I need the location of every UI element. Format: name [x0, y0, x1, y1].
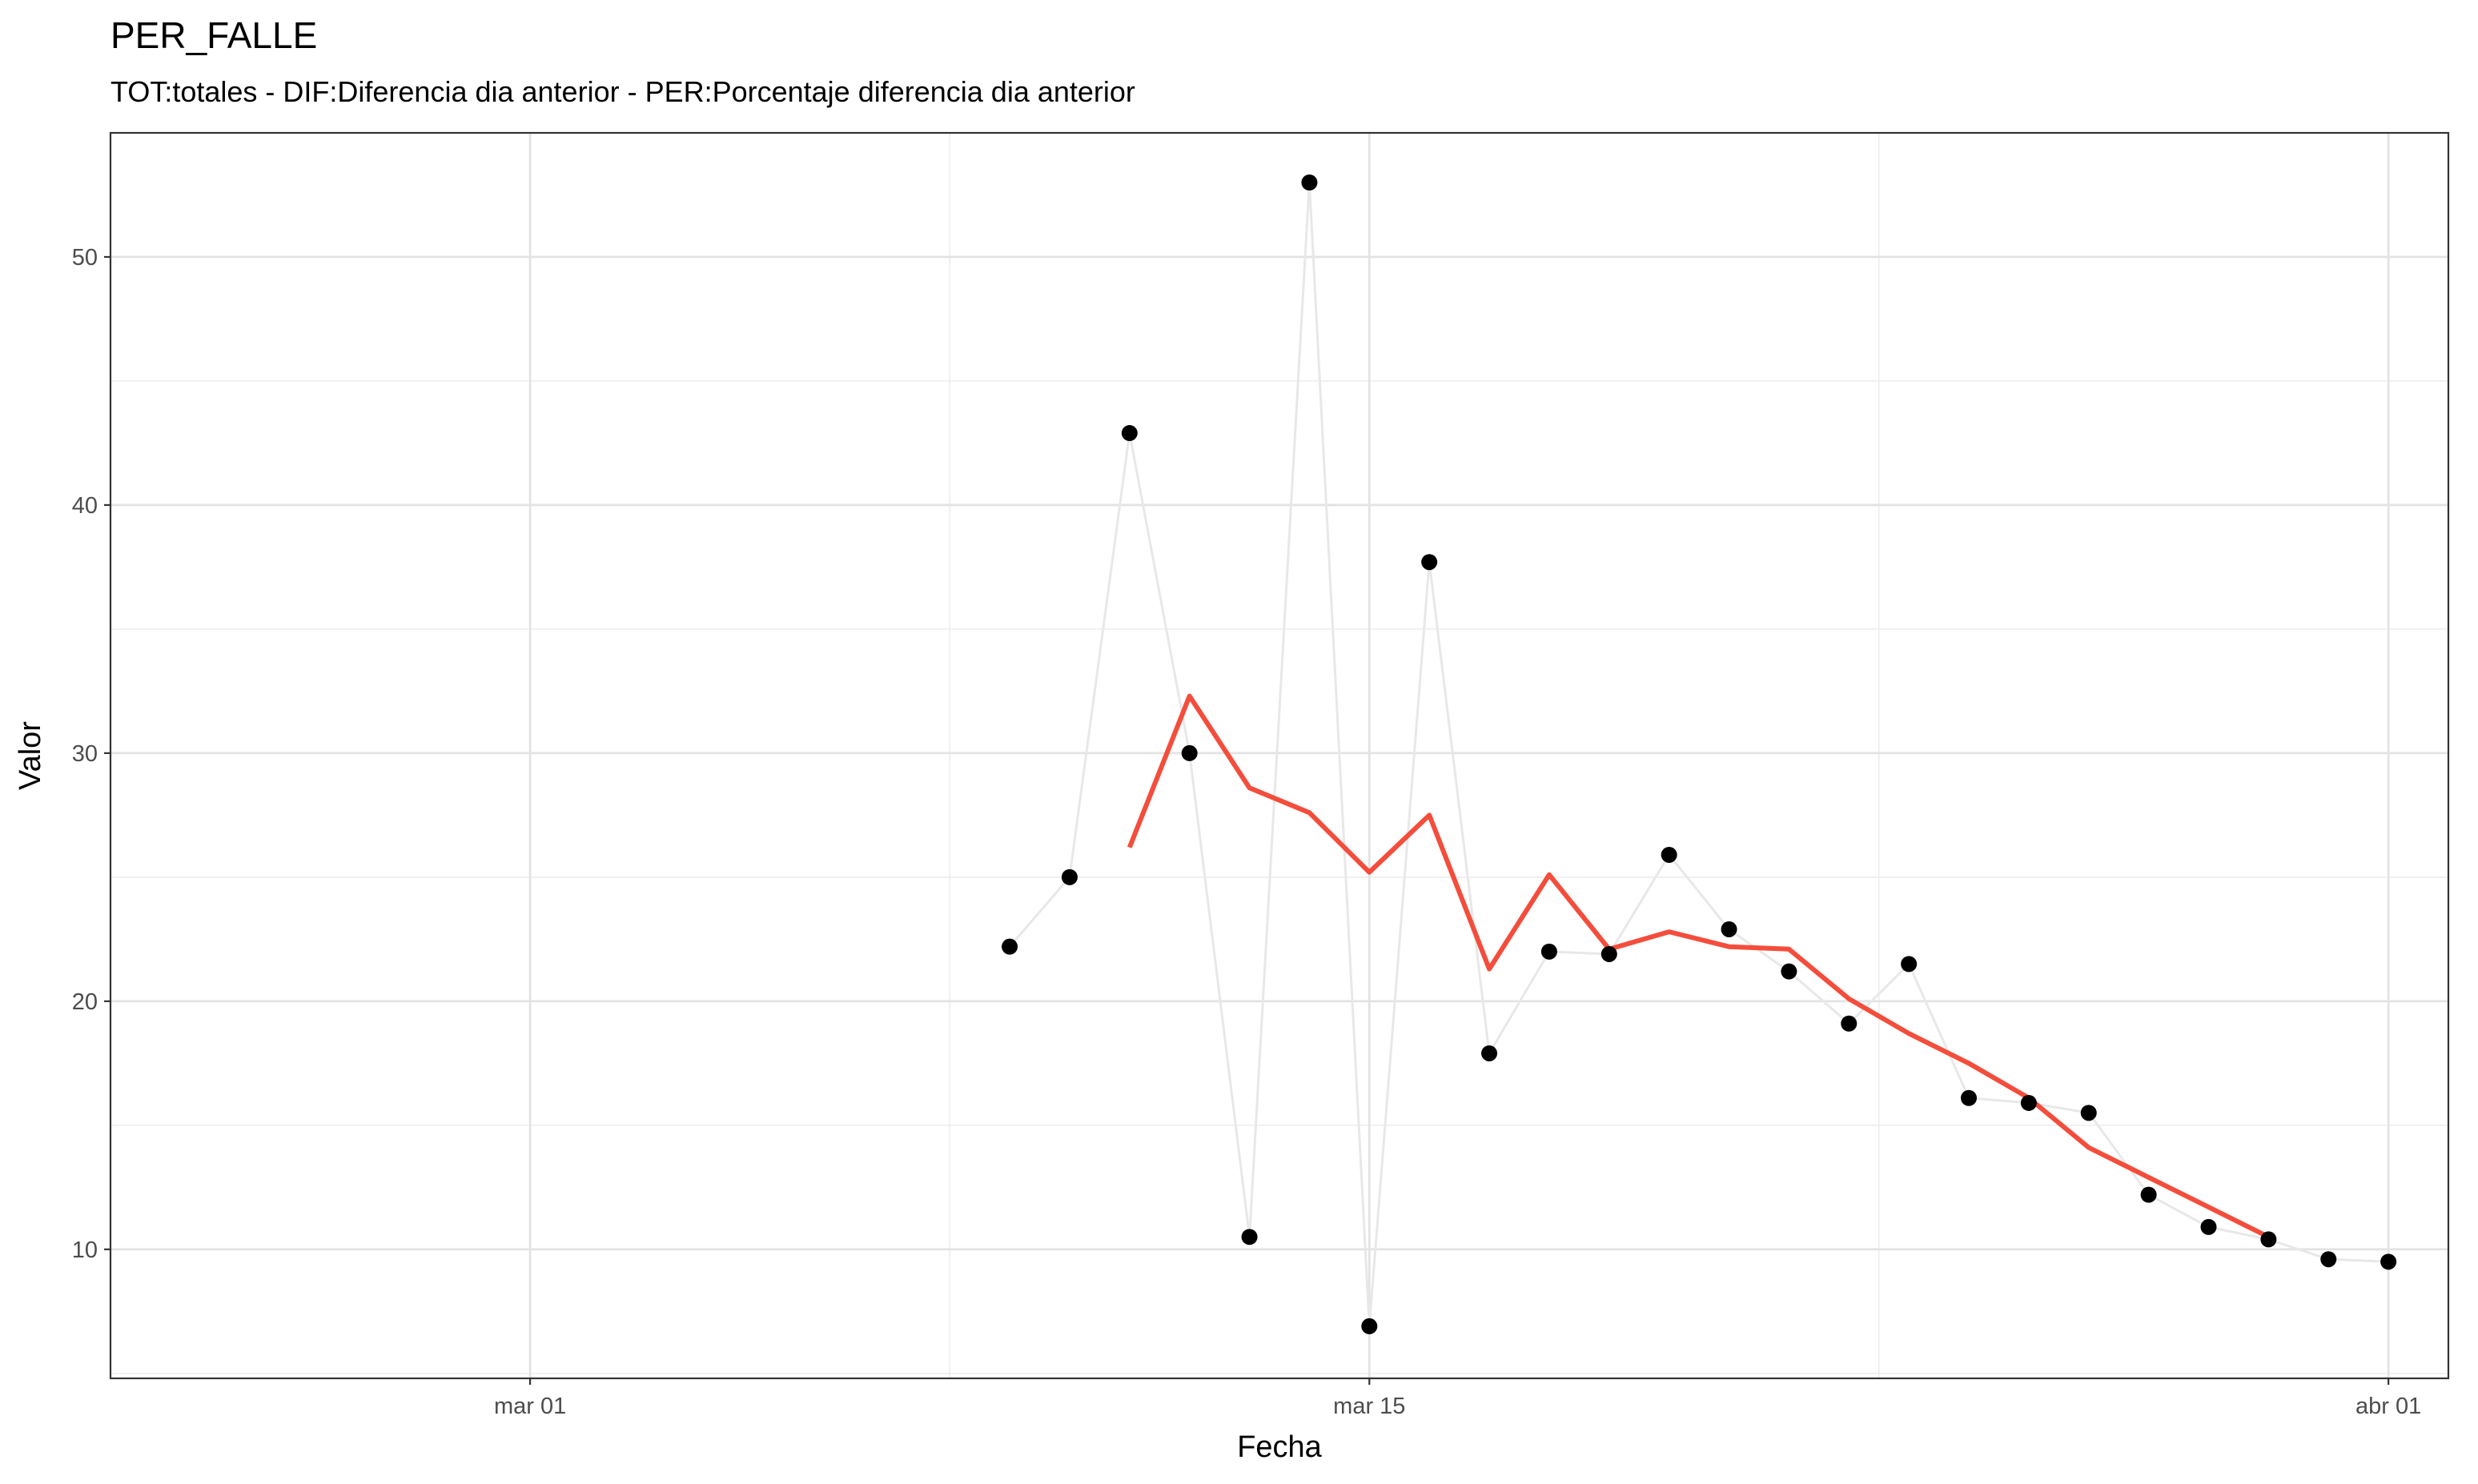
major-gridlines: [110, 133, 2448, 1378]
series-points: [1002, 174, 2397, 1334]
y-axis: 10 20 30 40 50: [72, 245, 110, 1263]
data-point: [1901, 956, 1918, 973]
data-point: [1540, 943, 1557, 960]
x-axis-title: Fecha: [1237, 1430, 1322, 1464]
data-point: [1481, 1045, 1498, 1061]
x-axis: mar 01 mar 15 abr 01: [494, 1378, 2421, 1419]
plot-border: [109, 131, 2450, 1380]
data-point: [1121, 425, 1138, 442]
series-1-line: [1008, 182, 2389, 1327]
data-point: [2020, 1094, 2037, 1111]
data-point: [1301, 174, 1318, 191]
data-point: [1002, 938, 1018, 955]
data-point: [1600, 945, 1617, 962]
data-point: [1841, 1015, 1857, 1032]
data-point: [2080, 1105, 2097, 1121]
data-point: [1181, 744, 1198, 761]
chart-title: PER_FALLE: [110, 14, 317, 56]
x-tick-label: mar 15: [1333, 1394, 1405, 1419]
data-point: [1361, 1318, 1378, 1334]
data-point: [1061, 868, 1078, 885]
x-tick-label: mar 01: [494, 1394, 566, 1419]
plot-panel: [110, 133, 2448, 1378]
y-tick-label: 40: [72, 493, 98, 519]
data-point: [2380, 1253, 2397, 1270]
y-tick-label: 30: [72, 741, 98, 767]
data-point: [2320, 1251, 2337, 1268]
y-axis-title: Valor: [14, 721, 47, 790]
data-point: [1241, 1229, 1258, 1245]
data-point: [1721, 920, 1737, 937]
y-tick-label: 10: [72, 1237, 98, 1263]
y-tick-label: 20: [72, 989, 98, 1015]
x-tick-label: abr 01: [2356, 1394, 2421, 1419]
series-lines: [1008, 182, 2389, 1327]
data-point: [1781, 963, 1797, 980]
series-2-line: [1127, 693, 2270, 1239]
data-point: [1421, 554, 1438, 571]
y-tick-label: 50: [72, 245, 98, 271]
data-point: [2140, 1186, 2157, 1203]
data-point: [2260, 1231, 2277, 1248]
data-point: [1961, 1089, 1978, 1106]
data-point: [2200, 1218, 2217, 1235]
data-point: [1661, 846, 1677, 863]
chart-subtitle: TOT:totales - DIF:Diferencia dia anterio…: [110, 75, 1135, 108]
